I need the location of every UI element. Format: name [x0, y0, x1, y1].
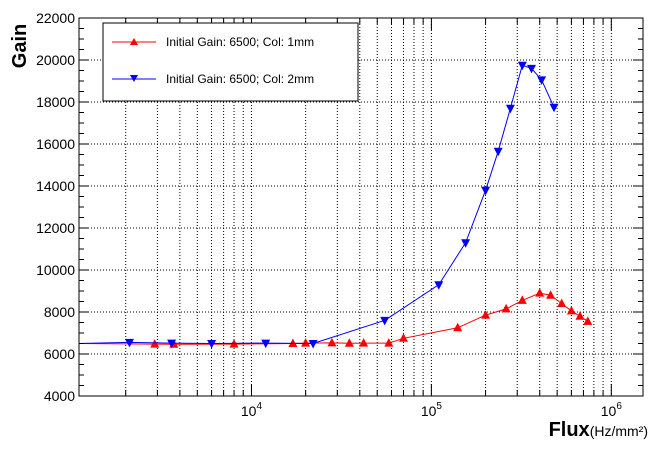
axes: 4000 6000 8000 10000 12000 14000 16000 18000 200…: [36, 10, 643, 419]
data-point-series-0: [566, 305, 576, 315]
series-layer: [78, 61, 593, 349]
data-point-series-1: [481, 186, 491, 196]
legend-label-1mm: Initial Gain: 6500; Col: 1mm: [166, 35, 314, 49]
series-line-1: [78, 64, 555, 345]
y-tick-label: 4000: [44, 388, 75, 404]
data-point-series-1: [537, 76, 547, 85]
data-point-series-0: [546, 290, 556, 299]
data-point-series-0: [517, 295, 527, 304]
data-point-series-1: [207, 340, 217, 349]
data-point-series-1: [125, 338, 134, 348]
y-tick-label: 12000: [36, 220, 75, 236]
data-point-series-1: [517, 61, 527, 71]
data-point-series-0: [535, 288, 545, 297]
data-point-series-0: [150, 339, 160, 348]
data-point-series-0: [359, 338, 369, 347]
data-point-series-1: [308, 340, 318, 349]
data-point-series-0: [583, 316, 593, 325]
data-point-series-1: [261, 339, 271, 349]
x-axis-title-main: Flux: [549, 419, 590, 441]
data-point-series-0: [288, 338, 298, 347]
x-tick-label: 105: [421, 401, 443, 419]
legend-box: [102, 22, 359, 102]
data-point-series-1: [434, 281, 444, 290]
legend: Initial Gain: 6500; Col: 1mm Initial Gai…: [102, 22, 359, 102]
y-tick-label: 6000: [44, 346, 75, 362]
data-point-series-0: [384, 338, 394, 347]
y-tick-label: 16000: [36, 136, 75, 152]
y-tick-label: 8000: [44, 304, 75, 320]
y-tick-label: 18000: [36, 94, 75, 110]
data-point-series-0: [399, 333, 408, 342]
data-point-series-1: [549, 103, 559, 113]
y-tick-label: 10000: [36, 262, 75, 278]
legend-marker-2mm: [130, 75, 138, 82]
data-point-series-1: [505, 104, 515, 114]
data-point-series-0: [575, 311, 585, 320]
y-tick-label: 14000: [36, 178, 75, 194]
data-point-series-0: [501, 303, 511, 313]
y-tick-label: 22000: [36, 10, 75, 26]
data-point-series-0: [481, 310, 491, 319]
data-point-series-1: [493, 147, 503, 157]
x-tick-label: 106: [601, 401, 623, 419]
data-point-series-1: [527, 64, 536, 74]
data-point-series-0: [453, 322, 463, 332]
y-tick-label: 20000: [36, 52, 75, 68]
legend-label-2mm: Initial Gain: 6500; Col: 2mm: [166, 72, 314, 86]
y-axis-title: Gain: [9, 24, 31, 68]
x-tick-label: 104: [241, 401, 263, 419]
x-axis-title-unit: (Hz/mm²): [590, 423, 648, 439]
data-point-series-0: [557, 298, 567, 308]
data-point-series-0: [301, 338, 311, 347]
data-point-series-1: [461, 239, 471, 248]
data-point-series-1: [380, 316, 390, 326]
data-point-series-0: [327, 337, 337, 347]
data-point-series-0: [344, 338, 354, 347]
x-axis-title: Flux(Hz/mm²): [549, 419, 648, 441]
data-point-series-1: [167, 339, 177, 349]
legend-marker-1mm: [130, 38, 138, 45]
